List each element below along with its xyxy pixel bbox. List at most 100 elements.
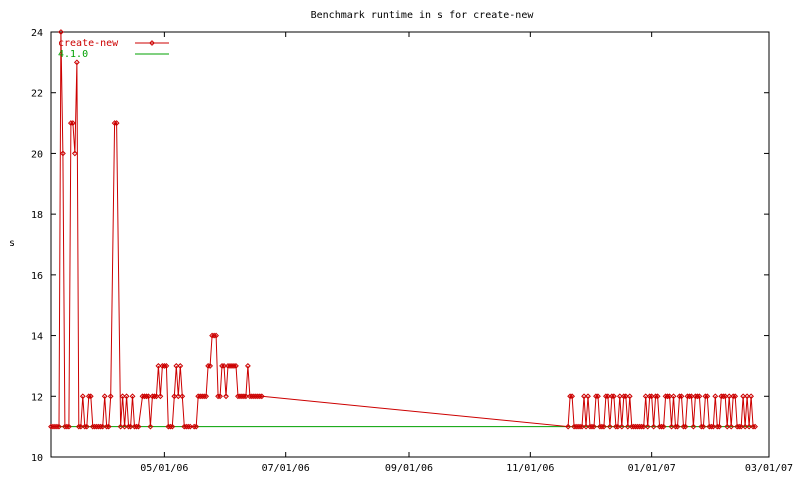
data-point (658, 423, 665, 430)
data-point (662, 393, 669, 400)
data-point (579, 423, 585, 430)
data-point (708, 423, 715, 430)
data-point (246, 393, 253, 400)
data-point (101, 393, 108, 400)
y-axis-label: s (9, 238, 15, 249)
data-point (73, 59, 80, 66)
data-point (199, 393, 206, 400)
data-point (85, 393, 92, 400)
data-point (250, 393, 257, 400)
data-point (565, 423, 572, 430)
data-point (165, 423, 172, 430)
data-point (589, 423, 595, 430)
data-point (612, 423, 619, 430)
data-point (225, 363, 231, 369)
data-point (593, 393, 599, 400)
data-point (91, 423, 98, 430)
data-point (149, 393, 156, 400)
data-point (726, 393, 733, 400)
data-point (732, 393, 739, 400)
data-point (656, 423, 663, 430)
data-point (714, 423, 721, 430)
data-point (244, 363, 251, 369)
data-point (175, 393, 182, 400)
data-point (65, 423, 72, 430)
data-point (54, 423, 60, 430)
data-point (254, 393, 261, 400)
data-point (64, 423, 70, 430)
data-point (123, 393, 130, 400)
data-point (630, 423, 637, 430)
data-point (606, 423, 613, 430)
data-point (207, 363, 214, 369)
data-point (129, 393, 136, 400)
data-point (724, 423, 731, 430)
data-point (694, 393, 701, 400)
data-point (252, 393, 259, 400)
data-point (133, 423, 140, 430)
data-point (624, 423, 631, 430)
x-tick-label: 09/01/06 (385, 463, 433, 474)
data-point (648, 393, 655, 400)
data-point (205, 363, 212, 369)
data-point (235, 393, 241, 400)
data-point (227, 363, 233, 369)
data-point (145, 393, 152, 400)
data-point (599, 423, 605, 430)
data-point (672, 423, 679, 430)
data-point (105, 423, 112, 430)
data-point (640, 423, 647, 430)
data-point (81, 423, 88, 430)
data-point (742, 423, 749, 430)
data-point (215, 393, 221, 400)
data-point (603, 393, 609, 400)
data-point (718, 393, 725, 400)
data-point (620, 393, 627, 400)
data-point (62, 423, 68, 430)
y-axis: 10 12 14 16 18 20 22 24 (31, 28, 769, 464)
data-point (52, 423, 58, 430)
x-axis: 05/01/06 07/01/06 09/01/06 11/01/06 01/01/07… (140, 32, 793, 474)
data-point (736, 423, 743, 430)
data-point (237, 393, 243, 400)
data-point (752, 423, 758, 430)
data-point (664, 393, 671, 400)
data-point (103, 423, 110, 430)
data-point (185, 423, 192, 430)
data-point (642, 393, 649, 400)
data-point (95, 423, 102, 430)
data-point (597, 423, 603, 430)
data-point (113, 120, 120, 126)
legend-marker (149, 40, 155, 46)
series-line-create-new (51, 31, 756, 428)
data-point (692, 393, 699, 400)
data-point (50, 423, 56, 430)
data-point (77, 423, 84, 430)
data-point (256, 393, 263, 400)
data-point (604, 393, 611, 400)
data-point (670, 393, 677, 400)
data-point (157, 393, 164, 400)
data-point (217, 393, 223, 400)
data-point (60, 150, 66, 157)
data-point (211, 332, 217, 339)
data-point (696, 393, 703, 400)
data-point (135, 423, 142, 430)
data-point (744, 393, 751, 400)
data-point (716, 423, 723, 430)
data-point (734, 423, 741, 430)
data-point (700, 423, 707, 430)
data-point (111, 120, 118, 126)
y-tick-label: 22 (31, 89, 43, 100)
data-point (221, 363, 227, 369)
x-tick-label: 01/01/07 (628, 463, 676, 474)
data-point (125, 423, 132, 430)
data-point (704, 393, 711, 400)
data-point (219, 363, 225, 369)
data-point (730, 393, 737, 400)
data-point (139, 393, 146, 400)
y-tick-label: 18 (31, 210, 43, 221)
data-point (71, 150, 78, 157)
data-point (58, 29, 64, 35)
